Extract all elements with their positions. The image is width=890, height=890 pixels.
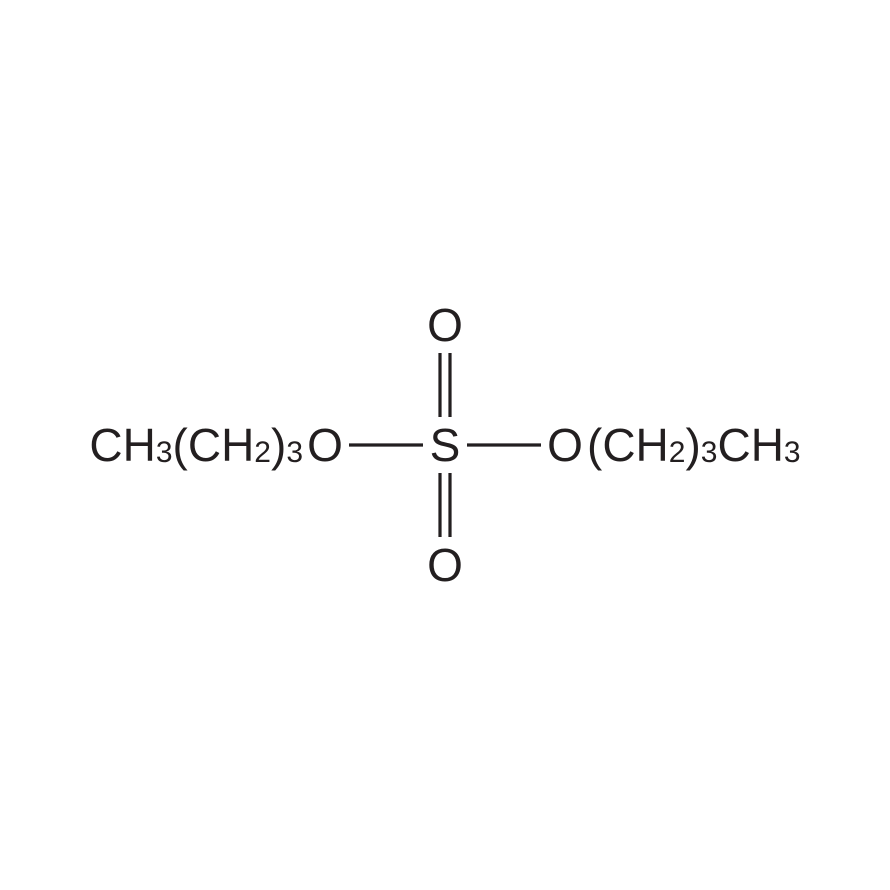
formula-group-right: (CH2)3CH3 (587, 419, 801, 471)
atom-label-s: S (430, 419, 461, 471)
atom-label-o: O (547, 419, 583, 471)
atom-label-o: O (307, 419, 343, 471)
formula-group-left: CH3(CH2)3 (89, 419, 303, 471)
atom-label-o: O (427, 539, 463, 591)
atom-label-o: O (427, 299, 463, 351)
chemical-structure-diagram: SOOOOCH3(CH2)3(CH2)3CH3 (0, 0, 890, 890)
